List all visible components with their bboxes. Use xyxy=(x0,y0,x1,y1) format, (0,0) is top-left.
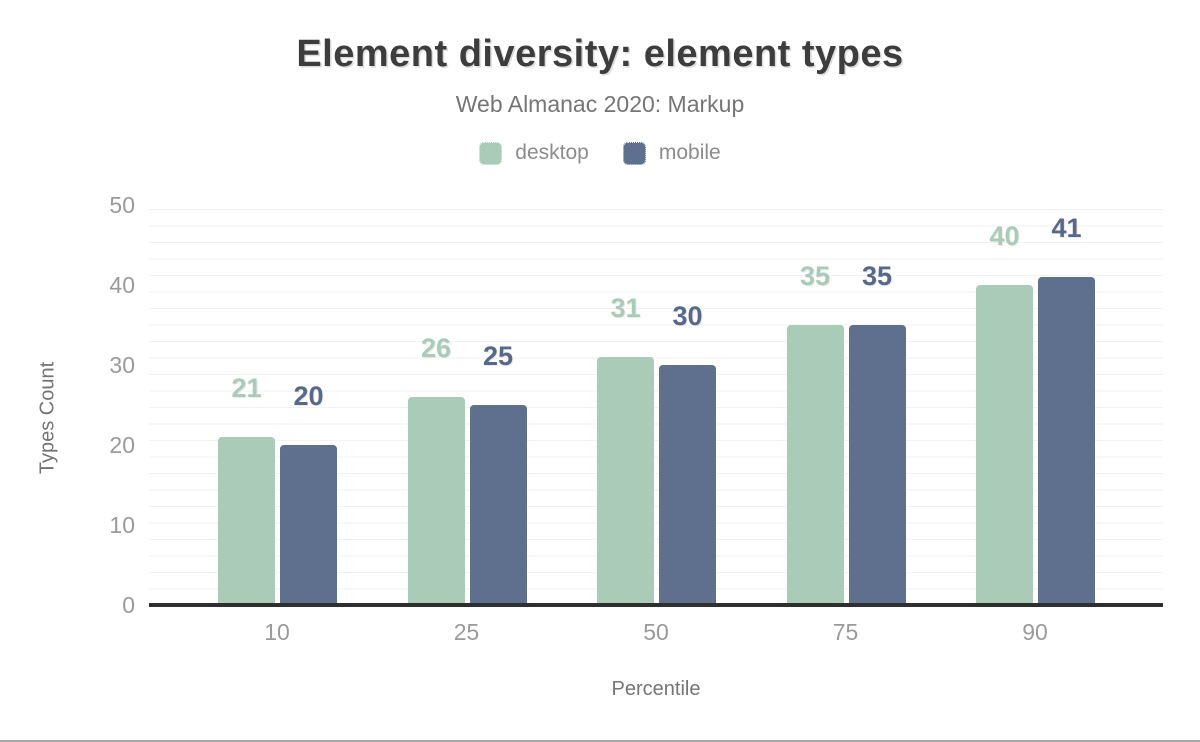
bar-desktop-p90[interactable] xyxy=(976,285,1033,605)
bar-mobile-p75[interactable] xyxy=(848,325,906,605)
plot-area: 21 20 26 25 31 30 35 35 40 41 xyxy=(149,205,1163,605)
bar-mobile-p50[interactable] xyxy=(659,365,716,605)
bar-mobile-p25[interactable] xyxy=(469,405,527,605)
bar-desktop-p75[interactable] xyxy=(786,325,844,605)
legend-item-desktop[interactable]: desktop xyxy=(479,141,589,165)
bar-value-desktop-p75: 35 xyxy=(799,261,831,291)
y-tick-40: 40 xyxy=(109,272,135,298)
legend: desktop mobile xyxy=(0,141,1200,165)
bar-value-desktop-p90: 40 xyxy=(989,221,1020,251)
bar-value-mobile-p25: 25 xyxy=(482,341,514,371)
x-tick-25: 25 xyxy=(453,619,480,645)
x-tick-75: 75 xyxy=(832,619,859,645)
y-tick-50: 50 xyxy=(109,192,135,218)
x-axis-ticks: 10 25 50 75 90 xyxy=(149,618,1163,648)
bar-desktop-p10[interactable] xyxy=(218,437,275,605)
bar-mobile-p90[interactable] xyxy=(1038,277,1095,605)
legend-label-mobile: mobile xyxy=(658,141,721,164)
bar-value-desktop-p50: 31 xyxy=(610,293,641,323)
y-axis-ticks: 0 10 20 30 40 50 xyxy=(0,192,135,618)
y-tick-10: 10 xyxy=(109,512,135,538)
legend-item-mobile[interactable]: mobile xyxy=(622,141,721,165)
bar-value-mobile-p75: 35 xyxy=(861,261,893,291)
mobile-swatch-icon xyxy=(622,141,646,165)
desktop-swatch-icon xyxy=(479,141,503,165)
bar-value-mobile-p90: 41 xyxy=(1051,213,1082,243)
bar-value-mobile-p10: 20 xyxy=(293,381,324,411)
y-tick-30: 30 xyxy=(109,352,135,378)
x-tick-90: 90 xyxy=(1022,619,1048,645)
x-axis-line xyxy=(149,603,1163,607)
y-tick-0: 0 xyxy=(122,592,135,618)
bar-value-desktop-p10: 21 xyxy=(231,373,262,403)
x-axis-title: Percentile xyxy=(611,678,701,700)
bar-desktop-p25[interactable] xyxy=(407,397,465,605)
bar-value-mobile-p50: 30 xyxy=(672,301,703,331)
bar-value-desktop-p25: 26 xyxy=(420,333,452,363)
bar-mobile-p10[interactable] xyxy=(280,445,337,605)
bar-desktop-p50[interactable] xyxy=(597,357,654,605)
y-tick-20: 20 xyxy=(109,432,135,458)
chart-title: Element diversity: element types xyxy=(296,33,904,75)
x-tick-50: 50 xyxy=(643,619,669,645)
y-axis-title: Types Count xyxy=(36,361,59,475)
x-tick-10: 10 xyxy=(264,619,290,645)
chart-subtitle: Web Almanac 2020: Markup xyxy=(455,91,745,117)
legend-label-desktop: desktop xyxy=(515,141,589,164)
